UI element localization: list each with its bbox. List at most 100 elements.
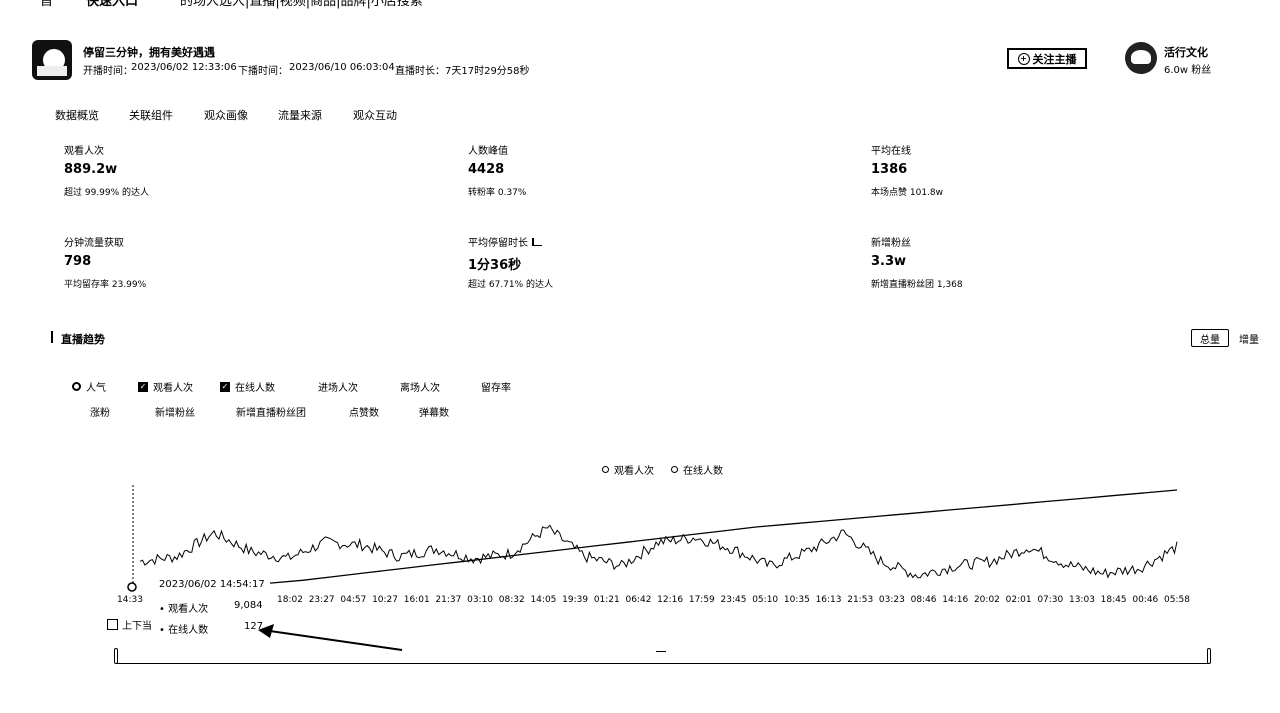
- tooltip-row-views: • 观看人次: [159, 604, 209, 615]
- toggle-increment[interactable]: 增量: [1239, 334, 1259, 346]
- plus-circle-icon: +: [1017, 52, 1030, 65]
- tooltip-label: 在线人数: [168, 625, 209, 636]
- pin-label: 上下当: [122, 621, 152, 632]
- chart-range-slider[interactable]: [114, 648, 1211, 664]
- legend-label: 在线人数: [683, 466, 723, 477]
- x-tick-label: 14:16: [942, 595, 969, 605]
- x-tick-label: 03:10: [467, 595, 494, 605]
- top-nav: 首 快速入口 的场人选人|直播|视频|商品|品牌|小店搜索: [0, 0, 1280, 9]
- option-leave[interactable]: 离场人次: [400, 383, 440, 394]
- tab-audience-interaction[interactable]: 观众互动: [353, 109, 397, 122]
- legend-views[interactable]: 观看人次: [602, 462, 654, 477]
- org-avatar[interactable]: [1125, 42, 1157, 74]
- tab-data-overview[interactable]: 数据概览: [55, 109, 99, 122]
- option-fans-growth[interactable]: 涨粉: [90, 408, 110, 419]
- legend-dot-icon: [602, 466, 609, 473]
- x-tick-label: 03:23: [878, 595, 905, 605]
- follow-streamer-button[interactable]: + 关注主播: [1007, 48, 1087, 69]
- x-tick-label: 14:05: [530, 595, 557, 605]
- org-name[interactable]: 活行文化: [1164, 46, 1208, 59]
- metric-label-peak: 人数峰值: [468, 146, 508, 157]
- range-handle-left[interactable]: [114, 648, 118, 664]
- option-new-fans[interactable]: 新增粉丝: [155, 408, 195, 419]
- tab-traffic-source[interactable]: 流量来源: [278, 109, 322, 122]
- duration: 7天17时29分58秒: [445, 66, 530, 77]
- x-tick-label: 21:53: [847, 595, 874, 605]
- stream-title: 停留三分钟，拥有美好遇遇: [83, 46, 215, 59]
- x-tick-label: 05:58: [1164, 595, 1190, 605]
- tooltip-label: 观看人次: [168, 604, 209, 615]
- legend-label: 观看人次: [614, 466, 654, 477]
- option-retention[interactable]: 留存率: [481, 383, 511, 394]
- trend-section-title: 直播趋势: [61, 333, 105, 346]
- x-tick-label: 17:59: [688, 595, 715, 605]
- x-tick-label: 02:01: [1005, 595, 1032, 605]
- option-popularity[interactable]: 人气: [72, 379, 106, 394]
- metric-value-avg-stay: 1分36秒: [468, 258, 522, 273]
- streamer-avatar[interactable]: [32, 40, 72, 80]
- metric-sub-minute-traffic: 平均留存率 23.99%: [64, 280, 147, 290]
- tab-audience-profile[interactable]: 观众画像: [204, 109, 248, 122]
- metric-value-views: 889.2w: [64, 162, 118, 177]
- option-views[interactable]: ✓ 观看人次: [138, 379, 193, 394]
- section-accent-bar: [51, 331, 53, 343]
- option-likes[interactable]: 点赞数: [349, 408, 379, 419]
- range-grip[interactable]: [656, 651, 666, 652]
- tooltip-value-views: 9,084: [234, 600, 263, 611]
- x-tick-label: 04:57: [340, 595, 367, 605]
- legend-dot-icon: [671, 466, 678, 473]
- checkbox-checked-icon: ✓: [220, 381, 230, 392]
- x-tick-label: 23:45: [720, 595, 747, 605]
- metric-sub-avg-online: 本场点赞 101.8w: [871, 188, 943, 198]
- metric-label-new-fans: 新增粉丝: [871, 238, 911, 249]
- org-fans: 6.0w 粉丝: [1164, 65, 1212, 76]
- x-tick-label: 01:21: [593, 595, 620, 605]
- start-time: 2023/06/02 12:33:06: [131, 62, 237, 73]
- toggle-total[interactable]: 总量: [1191, 329, 1229, 347]
- metric-value-peak: 4428: [468, 162, 505, 177]
- series-views-line: [269, 489, 1178, 584]
- metric-sub-views: 超过 99.99% 的达人: [64, 188, 150, 198]
- x-tick-label: 16:01: [403, 595, 430, 605]
- x-tick-first: 14:33: [117, 595, 143, 605]
- follow-label: 关注主播: [1032, 52, 1077, 66]
- x-tick-label: 08:46: [910, 595, 937, 605]
- tooltip-row-online: • 在线人数: [159, 625, 209, 636]
- metric-label-avg-online: 平均在线: [871, 146, 911, 157]
- x-tick-label: 06:42: [625, 595, 652, 605]
- bar-chart-icon[interactable]: [532, 237, 542, 246]
- hover-point: [127, 582, 137, 592]
- start-time-label: 开播时间：: [83, 66, 133, 77]
- x-tick-label: 23:27: [308, 595, 335, 605]
- metric-value-avg-online: 1386: [871, 162, 908, 177]
- tooltip-value-online: 127: [244, 621, 264, 632]
- option-label: 观看人次: [153, 383, 193, 394]
- tab-linked-components[interactable]: 关联组件: [129, 109, 173, 122]
- x-tick-label: 08:32: [498, 595, 525, 605]
- option-new-fan-club[interactable]: 新增直播粉丝团: [236, 408, 306, 419]
- nav-quick-entry[interactable]: 快速入口: [86, 0, 139, 9]
- nav-search-scope[interactable]: 的场人选人|直播|视频|商品|品牌|小店搜索: [180, 0, 423, 9]
- x-tick-label: 18:02: [277, 595, 303, 605]
- legend-online[interactable]: 在线人数: [671, 462, 723, 477]
- end-time: 2023/06/10 06:03:04: [289, 62, 395, 73]
- end-time-label: 下播时间：: [238, 66, 288, 77]
- x-tick-label: 12:16: [657, 595, 684, 605]
- x-tick-label: 10:27: [372, 595, 398, 605]
- option-enter[interactable]: 进场人次: [318, 383, 358, 394]
- option-danmaku[interactable]: 弹幕数: [419, 408, 449, 419]
- nav-item-home[interactable]: 首: [40, 0, 54, 9]
- x-tick-label: 07:30: [1037, 595, 1064, 605]
- option-label: 人气: [86, 383, 106, 394]
- tooltip-pin[interactable]: 上下当: [107, 617, 152, 632]
- x-tick-label: 00:46: [1132, 595, 1159, 605]
- option-online[interactable]: ✓ 在线人数: [220, 379, 275, 394]
- metric-label-views: 观看人次: [64, 146, 104, 157]
- metric-label-avg-stay: 平均停留时长: [468, 238, 528, 249]
- option-label: 在线人数: [235, 383, 275, 394]
- metric-sub-peak: 转粉率 0.37%: [468, 188, 527, 198]
- metric-value-minute-traffic: 798: [64, 254, 92, 269]
- duration-label: 直播时长：: [395, 66, 445, 77]
- range-handle-right[interactable]: [1207, 648, 1211, 664]
